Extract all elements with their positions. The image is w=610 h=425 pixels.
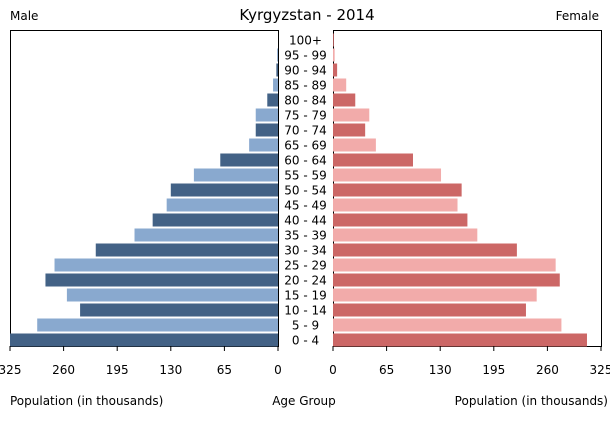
female-bar (333, 123, 366, 137)
female-bar (333, 183, 462, 197)
male-label: Male (10, 9, 38, 23)
female-bar (333, 288, 537, 302)
female-bar (333, 168, 442, 182)
male-tick-label: 65 (217, 363, 232, 377)
age-group-label: 40 - 44 (284, 214, 327, 228)
male-bar (66, 288, 278, 302)
age-group-label: 55 - 59 (284, 169, 327, 183)
male-bar (170, 183, 278, 197)
female-bar (333, 63, 338, 77)
x-axis-label-center: Age Group (272, 394, 336, 408)
male-bar (220, 153, 278, 167)
female-bar (333, 333, 587, 347)
age-group-label: 20 - 24 (284, 274, 327, 288)
age-group-label: 25 - 29 (284, 259, 327, 273)
female-bar (333, 273, 560, 287)
female-label: Female (556, 9, 599, 23)
male-bar (152, 213, 278, 227)
age-group-label: 50 - 54 (284, 184, 327, 198)
female-tick-label: 130 (429, 363, 452, 377)
male-bar (255, 108, 278, 122)
age-group-label: 10 - 14 (284, 304, 327, 318)
age-group-label: 100+ (289, 34, 322, 48)
age-group-label: 60 - 64 (284, 154, 327, 168)
female-bars (333, 33, 587, 347)
female-bar (333, 33, 334, 47)
male-bar (10, 333, 278, 347)
female-bar (333, 93, 356, 107)
age-group-label: 45 - 49 (284, 199, 327, 213)
age-group-label: 80 - 84 (284, 94, 327, 108)
male-tick-label: 0 (274, 363, 282, 377)
age-group-label: 75 - 79 (284, 109, 327, 123)
male-bar (134, 228, 278, 242)
male-tick-label: 325 (0, 363, 21, 377)
female-bar (333, 138, 376, 152)
x-axis-label-right: Population (in thousands) (455, 394, 608, 408)
male-bar (249, 138, 278, 152)
female-bar (333, 303, 526, 317)
age-group-label: 85 - 89 (284, 79, 327, 93)
female-bar (333, 198, 458, 212)
x-axis-label-left: Population (in thousands) (10, 394, 163, 408)
age-group-label: 35 - 39 (284, 229, 327, 243)
male-tick-label: 130 (159, 363, 182, 377)
male-bar (273, 78, 278, 92)
male-tick-label: 195 (106, 363, 129, 377)
male-bar (37, 318, 278, 332)
female-tick-label: 65 (379, 363, 394, 377)
female-tick-label: 325 (590, 363, 610, 377)
male-bar (193, 168, 278, 182)
female-bar (333, 153, 413, 167)
female-bar (333, 258, 556, 272)
male-bar (267, 93, 278, 107)
male-bar (45, 273, 278, 287)
age-group-label: 95 - 99 (284, 49, 327, 63)
male-bars (10, 48, 278, 347)
axis-ticks: 0 0 65 65 130 130 195 195 260 260 325 325 (0, 346, 610, 377)
female-bar (333, 213, 468, 227)
female-bar (333, 243, 517, 257)
female-bar (333, 48, 335, 62)
age-group-label: 90 - 94 (284, 64, 327, 78)
age-group-label: 70 - 74 (284, 124, 327, 138)
male-bar (80, 303, 278, 317)
male-bar (276, 63, 278, 77)
age-group-label: 5 - 9 (292, 319, 319, 333)
male-tick-label: 260 (52, 363, 75, 377)
female-tick-label: 0 (329, 363, 337, 377)
female-bar (333, 228, 478, 242)
female-tick-label: 195 (482, 363, 505, 377)
female-bar (333, 78, 347, 92)
female-tick-label: 260 (536, 363, 559, 377)
chart-title: Kyrgyzstan - 2014 (239, 6, 374, 24)
age-group-label: 30 - 34 (284, 244, 327, 258)
male-bar (277, 48, 278, 62)
male-bar (166, 198, 278, 212)
male-bar (95, 243, 278, 257)
age-group-label: 15 - 19 (284, 289, 327, 303)
male-bar (255, 123, 278, 137)
male-bar (54, 258, 278, 272)
age-group-label: 65 - 69 (284, 139, 327, 153)
female-bar (333, 108, 370, 122)
age-group-label: 0 - 4 (292, 334, 319, 348)
female-bar (333, 318, 562, 332)
